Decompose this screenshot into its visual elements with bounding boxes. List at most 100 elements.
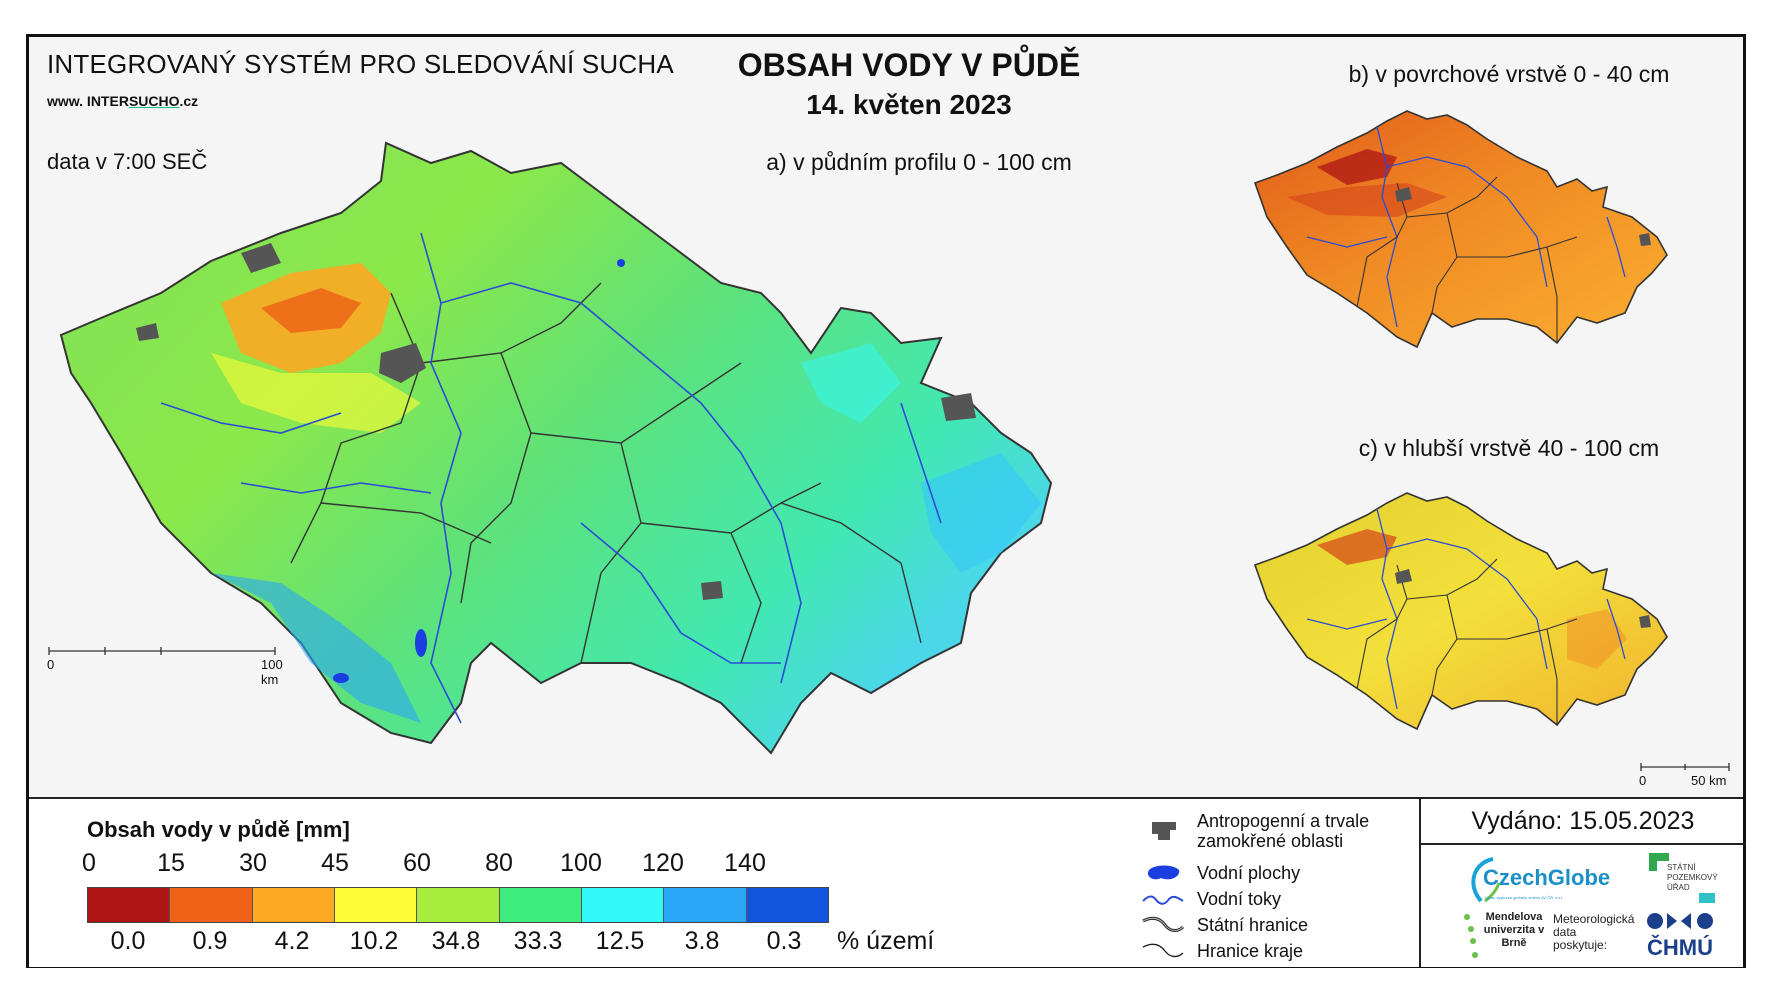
legend-region-border: Hranice kraje (1139, 937, 1303, 965)
legend-streams-label: Vodní toky (1197, 888, 1282, 909)
legend-water-bodies: Vodní plochy (1139, 859, 1300, 887)
issued-panel: Vydáno: 15.05.2023 CzechGlobe Ústav výzk… (1419, 799, 1745, 967)
water-bodies-a (333, 259, 625, 683)
wet-area-northeast (801, 343, 901, 423)
legend-color-bar (87, 887, 829, 923)
legend-anthropogenic-label: Antropogenní a trvale zamokřené oblasti (1197, 811, 1370, 851)
legend-panel: Obsah vody v půdě [mm] 0 15 30 45 60 80 … (29, 797, 1745, 967)
legend-region-border-label: Hranice kraje (1197, 940, 1304, 961)
deep-layer-map (1253, 492, 1668, 731)
legend-percent-unit: % území (837, 927, 935, 955)
legend-percent: 3.8 (684, 927, 720, 955)
website-prefix: www. INTER (47, 93, 129, 109)
legend-percent: 0.9 (192, 927, 228, 955)
water-body-icon (1139, 859, 1187, 887)
legend-break: 140 (724, 849, 766, 877)
legend-streams: Vodní toky (1139, 885, 1281, 913)
region-borders-b (1356, 176, 1578, 343)
anthropogenic-areas-c (1395, 569, 1651, 628)
main-moisture-map (59, 141, 1053, 755)
legend-percent: 10.2 (349, 927, 399, 955)
legend-title: Obsah vody v půdě [mm] (87, 817, 350, 842)
surface-layer-map (1253, 110, 1668, 349)
legend-break: 120 (642, 849, 684, 877)
website-suffix: .cz (179, 93, 199, 109)
legend-percent: 0.0 (110, 927, 146, 955)
dry-area-c-east (1567, 609, 1627, 669)
website-highlight: SUCHO (128, 93, 180, 109)
spu-mark-icon (1649, 853, 1669, 871)
mendelu-name: Mendelova univerzita v Brně (1483, 911, 1545, 949)
legend-percent: 4.2 (274, 927, 310, 955)
legend-swatch (664, 888, 747, 922)
legend-swatch (499, 888, 582, 922)
legend-swatch (581, 888, 665, 922)
czechglobe-logo[interactable]: CzechGlobe Ústav výzkumu globální změny … (1463, 853, 1613, 911)
panel-c-label: c) v hlubší vrstvě 40 - 100 cm (1358, 435, 1660, 461)
legend-swatch (746, 888, 828, 922)
scale-a-end: 100 km (261, 657, 283, 687)
anthropogenic-areas-a (136, 243, 976, 600)
issued-date: Vydáno: 15.05.2023 (1471, 807, 1695, 835)
scale-c-end: 50 km (1691, 773, 1727, 788)
yellow-area-n (211, 353, 421, 433)
scale-bar-c-graphic (1640, 763, 1730, 771)
anthropogenic-areas-b (1395, 187, 1651, 246)
dry-area-c (1317, 529, 1397, 565)
chmu-dots-icon (1647, 913, 1713, 929)
legend-percent: 0.3 (766, 927, 802, 955)
legend-break: 100 (560, 849, 602, 877)
legend-water-bodies-label: Vodní plochy (1197, 862, 1301, 883)
chmu-name: ČHMÚ (1647, 935, 1713, 960)
czechglobe-arc-icon (1471, 857, 1501, 903)
legend-swatch (170, 888, 253, 922)
mendelu-dots-icon (1464, 914, 1478, 958)
legend-break: 15 (157, 849, 185, 877)
state-border-icon (1139, 911, 1187, 939)
mendelu-logo[interactable]: Mendelova univerzita v Brně (1461, 911, 1551, 965)
legend-percent: 33.3 (513, 927, 563, 955)
czechglobe-name: CzechGlobe (1483, 865, 1611, 890)
system-title: INTEGROVANÝ SYSTÉM PRO SLEDOVÁNÍ SUCHA (47, 49, 674, 79)
legend-percent: 34.8 (431, 927, 481, 955)
meteo-provider-label: Meteorologická data poskytuje: (1553, 912, 1635, 952)
legend-break: 0 (82, 849, 96, 877)
scale-c-start: 0 (1639, 773, 1647, 788)
spu-accent-icon (1699, 893, 1715, 903)
legend-break: 60 (403, 849, 431, 877)
region-border-icon (1139, 937, 1187, 965)
spu-logo[interactable]: STÁTNÍ POZEMKOVÝ ÚŘAD (1649, 853, 1729, 903)
czech-outline-b (1253, 110, 1668, 349)
region-borders-c (1356, 558, 1578, 725)
wet-area-sw (211, 573, 421, 723)
rivers-b (1306, 126, 1626, 328)
rivers-c (1306, 508, 1626, 710)
rivers-a (160, 232, 942, 724)
legend-percent: 12.5 (595, 927, 645, 955)
map-frame: INTEGROVANÝ SYSTÉM PRO SLEDOVÁNÍ SUCHA w… (26, 34, 1746, 968)
panel-a-label: a) v půdním profilu 0 - 100 cm (766, 149, 1072, 175)
scale-bar-c: 0 50 km (1639, 759, 1739, 788)
stream-icon (1139, 885, 1187, 913)
legend-break: 80 (485, 849, 513, 877)
driest-area-b (1317, 149, 1397, 185)
scale-bar-a-graphic (48, 647, 276, 655)
legend-break: 45 (321, 849, 349, 877)
scale-bar-a: 0 100 km (47, 643, 283, 687)
legend-swatch (88, 888, 171, 922)
legend-swatch (417, 888, 500, 922)
issued-divider (1421, 843, 1745, 845)
legend-break: 30 (239, 849, 267, 877)
website-link[interactable]: www. INTERSUCHO.cz (47, 93, 198, 109)
legend-state-border-label: Státní hranice (1197, 914, 1309, 935)
chmu-logo[interactable]: ČHMÚ (1645, 911, 1725, 963)
scale-a-start: 0 (47, 657, 55, 672)
drier-core-nw (261, 288, 361, 333)
map-date: 14. květen 2023 (806, 89, 1012, 120)
spu-name: STÁTNÍ POZEMKOVÝ ÚŘAD (1667, 863, 1718, 892)
legend-swatch (252, 888, 335, 922)
page-title: OBSAH VODY V PŮDĚ (737, 47, 1081, 83)
panel-b-label: b) v povrchové vrstvě 0 - 40 cm (1348, 61, 1670, 87)
wet-area-east (921, 453, 1041, 573)
data-time: data v 7:00 SEČ (47, 149, 208, 174)
